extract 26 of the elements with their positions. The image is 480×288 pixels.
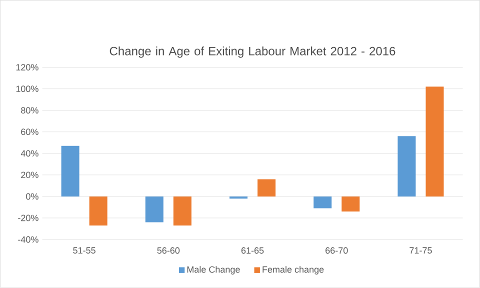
y-tick-label: -20% [18,214,38,222]
bar [398,136,416,197]
x-tick-label: 56-60 [157,247,180,254]
chart-title: Change in Age of Exiting Labour Market 2012 - 2016 [110,46,396,58]
y-tick-label: 0% [26,193,38,200]
y-tick-label: 40% [20,150,38,157]
bar [258,179,276,197]
x-tick-label: 71-75 [410,247,432,254]
bar [342,196,360,212]
bar [426,86,444,197]
y-tick-label: 20% [21,172,38,178]
y-tick-label: 100% [16,86,38,92]
x-tick-label: 51-55 [73,247,96,254]
y-tick-label: 60% [21,128,38,136]
bar [173,196,192,226]
x-tick-label: 61-65 [241,247,264,254]
bar [61,146,80,197]
y-tick-label: -40% [18,236,38,243]
x-tick-label: 66-70 [326,247,348,254]
bar [145,196,164,222]
legend-label: Male Change [187,266,240,275]
y-tick-label: 80% [21,107,38,114]
bar [89,196,108,226]
bar [314,196,332,208]
legend-label: Female change [262,266,324,275]
y-tick-label: 120% [16,64,38,71]
